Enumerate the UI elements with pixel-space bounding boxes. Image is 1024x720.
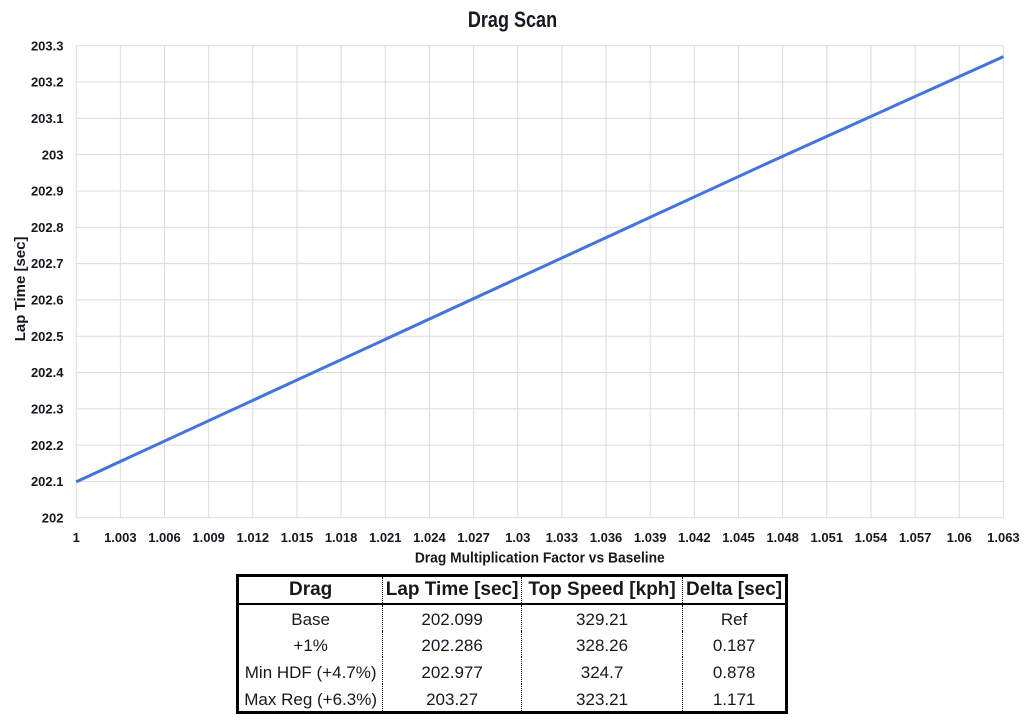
svg-text:1.063: 1.063: [987, 530, 1020, 545]
svg-text:202.1: 202.1: [31, 474, 64, 489]
svg-text:202.8: 202.8: [31, 220, 64, 235]
svg-text:1.039: 1.039: [634, 530, 667, 545]
svg-text:1.015: 1.015: [281, 530, 314, 545]
svg-text:1.06: 1.06: [947, 530, 972, 545]
svg-text:1: 1: [73, 530, 80, 545]
svg-text:1.012: 1.012: [237, 530, 270, 545]
svg-text:203.2: 203.2: [31, 75, 64, 90]
svg-text:202.5: 202.5: [31, 329, 64, 344]
svg-text:1.03: 1.03: [505, 530, 530, 545]
svg-text:1.033: 1.033: [546, 530, 579, 545]
svg-text:203: 203: [42, 147, 64, 162]
svg-text:202.9: 202.9: [31, 184, 64, 199]
svg-text:202.6: 202.6: [31, 293, 64, 308]
svg-text:203.3: 203.3: [31, 38, 64, 53]
svg-text:1.006: 1.006: [148, 530, 181, 545]
svg-text:1.009: 1.009: [192, 530, 225, 545]
svg-text:1.042: 1.042: [678, 530, 711, 545]
svg-text:1.051: 1.051: [811, 530, 844, 545]
svg-text:1.027: 1.027: [457, 530, 490, 545]
svg-text:Lap Time [sec]: Lap Time [sec]: [12, 237, 29, 342]
svg-text:1.045: 1.045: [722, 530, 755, 545]
svg-text:202.3: 202.3: [31, 401, 64, 416]
svg-text:1.057: 1.057: [899, 530, 932, 545]
svg-text:1.054: 1.054: [855, 530, 888, 545]
svg-text:202.7: 202.7: [31, 256, 64, 271]
svg-text:1.024: 1.024: [413, 530, 446, 545]
svg-text:1.048: 1.048: [766, 530, 799, 545]
svg-text:202.2: 202.2: [31, 438, 64, 453]
svg-text:Drag Multiplication Factor vs: Drag Multiplication Factor vs Baseline: [415, 550, 665, 567]
svg-text:203.1: 203.1: [31, 111, 64, 126]
svg-text:1.018: 1.018: [325, 530, 358, 545]
svg-text:1.021: 1.021: [369, 530, 402, 545]
svg-text:202.4: 202.4: [31, 365, 64, 380]
svg-text:1.003: 1.003: [104, 530, 137, 545]
svg-text:1.036: 1.036: [590, 530, 623, 545]
svg-text:Drag Scan: Drag Scan: [468, 8, 557, 32]
svg-text:202: 202: [42, 510, 64, 525]
